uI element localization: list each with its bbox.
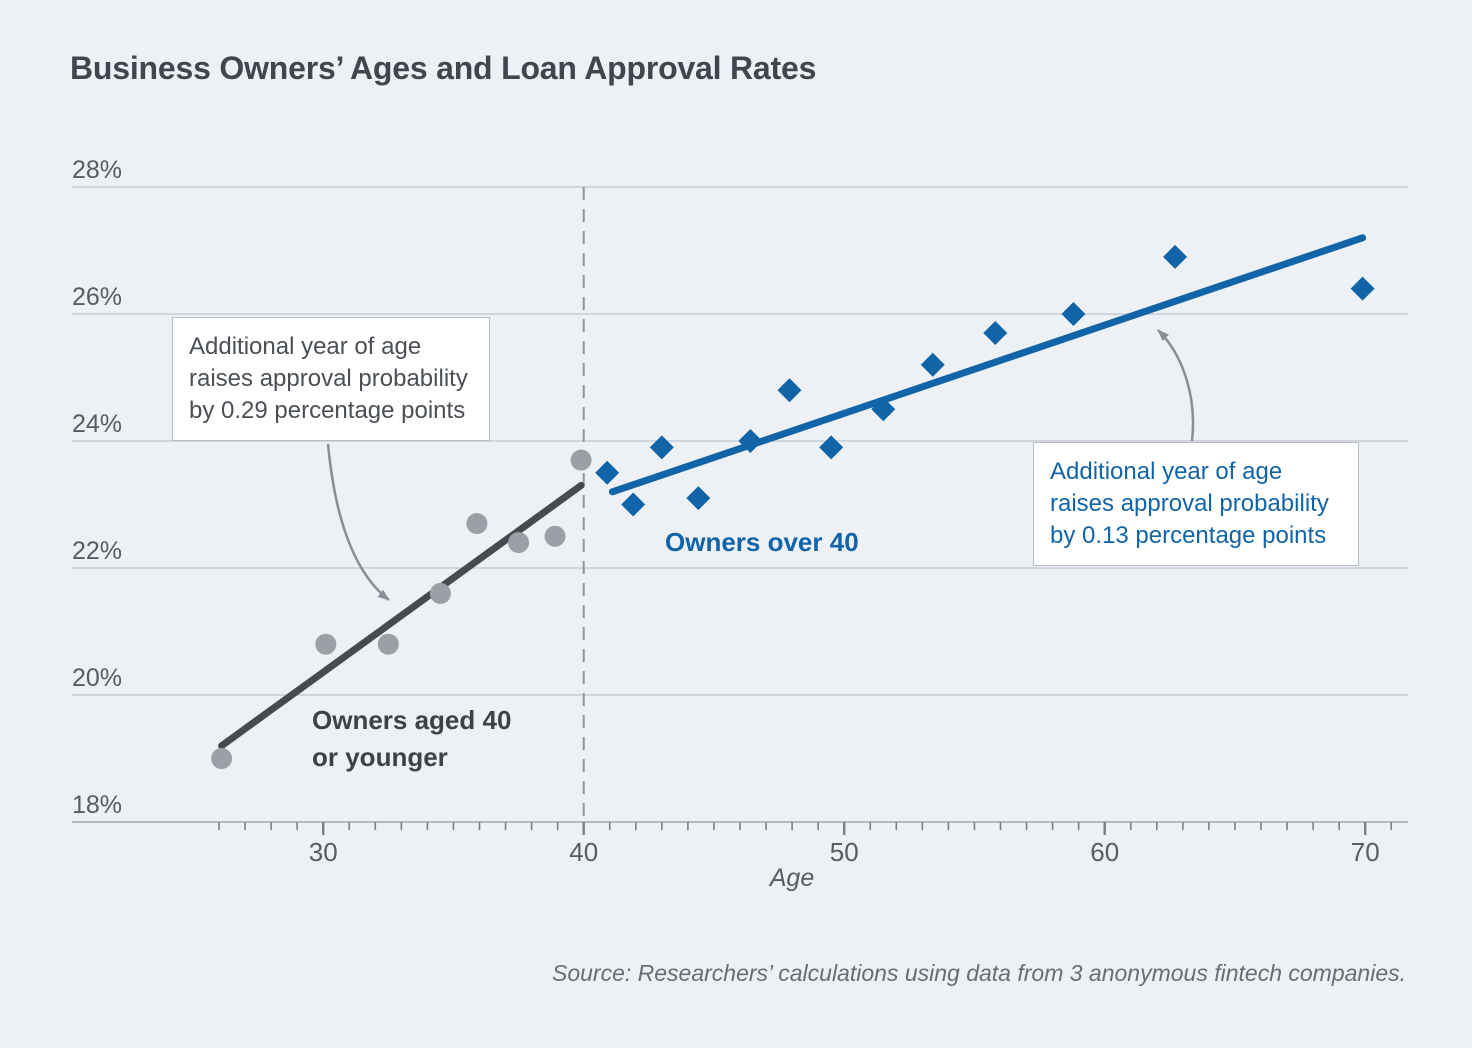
y-axis-label: 26%	[72, 283, 122, 311]
y-axis-label: 28%	[72, 156, 122, 184]
annotation-arrow-under40	[326, 443, 390, 601]
x-axis-label: 50	[830, 837, 859, 867]
data-point-over40	[621, 492, 646, 517]
series-label-over40: Owners over 40	[665, 527, 859, 557]
data-point-under40	[211, 748, 233, 769]
data-point-under40	[544, 525, 566, 547]
data-point-over40	[819, 435, 844, 460]
x-axis-label: 60	[1090, 837, 1119, 867]
y-axis-label: 24%	[72, 410, 122, 438]
y-axis-label: 18%	[72, 791, 122, 819]
annotation-over40-box: Additional year of age raises approval p…	[1033, 442, 1359, 566]
trend-line-under40	[218, 481, 585, 750]
data-point-under40	[377, 633, 399, 655]
data-point-over40	[738, 429, 763, 453]
trend-line-over40	[608, 234, 1367, 496]
data-point-over40	[777, 378, 802, 403]
data-point-over40	[686, 486, 711, 511]
annotation-arrow-over40	[1157, 329, 1195, 442]
data-point-under40	[315, 633, 337, 655]
annotation-under40-box: Additional year of age raises approval p…	[172, 317, 490, 441]
y-axis-label: 22%	[72, 537, 122, 565]
source-note: Source: Researchers’ calculations using …	[551, 960, 1406, 986]
data-point-over40	[649, 435, 674, 460]
x-axis-label: 30	[309, 837, 338, 867]
x-axis-label: 40	[569, 837, 598, 867]
x-axis-label: 70	[1351, 837, 1380, 867]
x-axis-title: Age	[768, 864, 814, 892]
data-point-under40	[508, 532, 530, 554]
data-point-under40	[429, 582, 451, 604]
y-axis-label: 20%	[72, 664, 122, 692]
data-point-under40	[570, 449, 592, 471]
data-point-over40	[983, 321, 1008, 346]
data-point-over40	[1061, 302, 1086, 326]
data-point-over40	[595, 460, 620, 485]
data-point-over40	[871, 397, 896, 422]
data-point-over40	[1350, 276, 1375, 301]
series-label-under40: Owners aged 40 or younger	[312, 705, 512, 772]
chart-title: Business Owners’ Ages and Loan Approval …	[70, 50, 817, 86]
data-point-over40	[1163, 244, 1188, 269]
data-point-over40	[920, 352, 945, 377]
data-point-under40	[466, 513, 488, 535]
